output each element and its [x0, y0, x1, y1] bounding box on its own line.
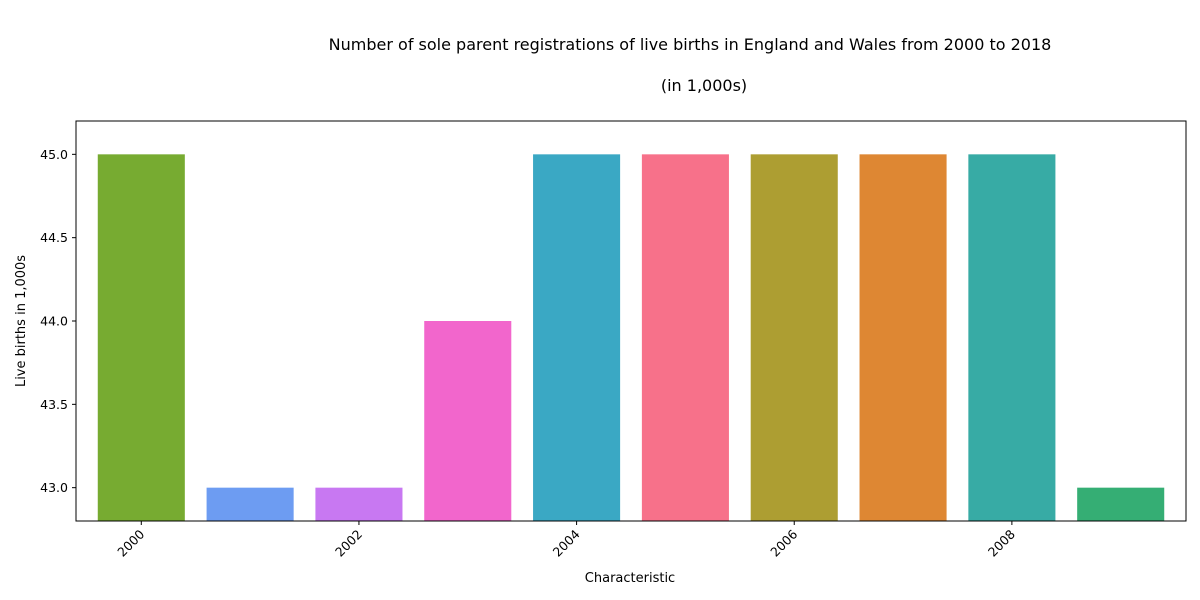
bar-2002 — [315, 487, 403, 521]
x-tick-label: 2002 — [332, 527, 365, 560]
bar-2006 — [750, 154, 838, 522]
bar-2008 — [968, 154, 1056, 522]
x-tick-label: 2008 — [985, 526, 1018, 559]
y-tick-label: 45.0 — [40, 147, 68, 162]
x-tick-label: 2000 — [114, 526, 147, 559]
x-axis-label: Characteristic — [585, 571, 675, 586]
y-tick-label: 44.5 — [40, 230, 68, 245]
x-tick-label: 2004 — [550, 526, 583, 559]
x-axis: 2000 2002 2004 2006 2008 — [114, 521, 1018, 560]
bar-2000 — [97, 154, 185, 522]
chart-title: Number of sole parent registrations of l… — [329, 35, 1052, 54]
bar-2003 — [424, 321, 512, 521]
bars-group — [97, 154, 1165, 522]
y-tick-label: 43.5 — [40, 397, 68, 412]
bar-2004 — [533, 154, 621, 522]
chart-subtitle: (in 1,000s) — [661, 76, 747, 95]
y-tick-label: 44.0 — [40, 314, 68, 329]
bar-2001 — [206, 487, 294, 521]
bar-2005 — [641, 154, 729, 522]
x-tick-label: 2006 — [767, 526, 800, 559]
y-axis-label: Live births in 1,000s — [14, 255, 29, 387]
bar-2007 — [859, 154, 947, 522]
y-axis: 43.0 43.5 44.0 44.5 45.0 — [40, 147, 76, 495]
y-tick-label: 43.0 — [40, 480, 68, 495]
bar-2009 — [1077, 487, 1165, 521]
